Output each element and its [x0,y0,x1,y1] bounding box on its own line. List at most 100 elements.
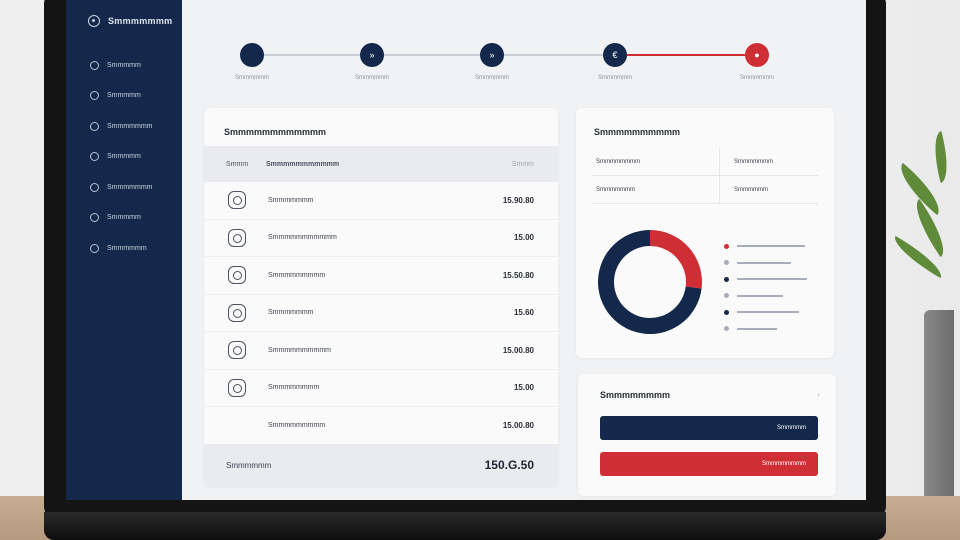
legend-dot [724,293,729,299]
danger-button[interactable]: Smmmmmmmm [600,452,818,476]
circle-icon [90,91,99,101]
table-row[interactable]: Smmmmmmmm 15.00 [204,370,558,407]
row-name: Smmmmmmmmm [268,271,326,279]
row-name: Smmmmmmmmm [268,421,326,429]
sidebar-item-label: Smmmmm [107,61,141,69]
row-name: Smmmmmmmm [268,384,320,392]
step[interactable]: » Smmmmmm [462,43,522,81]
sidebar-item[interactable]: Smmmmmmm [66,111,182,142]
table-row[interactable]: Smmmmmmmmm 15.00.80 [204,407,558,445]
category-icon [228,266,246,285]
row-amount: 15.00 [513,233,534,243]
step[interactable]: Smmmmmm [222,43,282,81]
row-amount: 15.60 [513,308,534,318]
plant-pot [924,310,954,500]
category-icon [228,416,246,434]
donut-segment[interactable] [598,230,702,334]
legend-bar [737,294,783,297]
table-row[interactable]: Smmmmmmm 15.90.80 [204,182,558,220]
step-label: Smmmmmm [598,75,632,81]
sidebar-item[interactable]: Smmmmm [66,142,182,173]
circle-icon [90,213,99,223]
sidebar-item[interactable]: Smmmmmm [66,233,182,264]
table-row[interactable]: Smmmmmmmmm 15.50.80 [204,257,558,295]
table-row[interactable]: Smmmmmmmmmmm 15.00 [204,220,558,257]
category-icon [228,191,246,210]
step-dot: ● [745,43,769,67]
sidebar-item-label: Smmmmm [107,92,141,100]
row-name: Smmmmmmmmmmm [268,234,337,242]
legend-dot [724,326,729,332]
app-screen: Smmmmmmm Smmmmm Smmmmm Smmmmmmm Smmmmm Smmmm… [66,0,866,500]
main-content: Smmmmmm » Smmmmmm » Smmmmmm € Smmmmmm ● Smmmmmm … [182,0,866,500]
step-dot: » [360,43,384,67]
legend-dot [724,276,729,282]
sidebar-item-label: Smmmmm [107,153,141,161]
row-name: Smmmmmmm [268,309,314,317]
table-header: Smmm Smmmmmmmmmmm Smmm [204,146,558,182]
legend-item [724,288,824,305]
step-connector [264,54,360,56]
step-connector [384,54,480,56]
primary-button[interactable]: Smmmmm [600,416,818,440]
step[interactable]: € Smmmmmm [585,43,645,81]
brand-label: Smmmmmmm [108,16,173,26]
category-icon [228,378,246,397]
circle-icon [90,121,99,131]
sidebar-item-label: Smmmmmmm [107,183,153,191]
sidebar-item[interactable]: Smmmmm [66,81,182,112]
row-amount: 15.00.80 [502,345,534,355]
chevron-right-icon[interactable]: › [817,390,820,399]
step-connector [504,54,603,56]
sidebar-item[interactable]: Smmmmmmm [66,172,182,203]
summary-title: Smmmmmmmmmm [594,127,681,137]
total-row: Smmmmmm 150.G.50 [204,444,558,486]
legend-item [724,304,824,321]
row-amount: 15.50.80 [502,270,534,280]
legend-dot [724,243,729,249]
summary-card: Smmmmmmmmmm Smmmmmmmm Smmmmmmm Smmmmmmm Smm… [576,108,834,358]
step[interactable]: » Smmmmmm [342,43,402,81]
step-dot: € [603,43,627,67]
legend-item [724,238,824,255]
column-header-name[interactable]: Smmmmmmmmmmm [266,160,340,168]
sidebar-item[interactable]: Smmmmm [66,203,182,234]
category-icon [228,228,246,247]
circle-icon [90,60,99,70]
summary-key: Smmmmmmmm [592,148,720,175]
logo-icon [88,15,100,27]
sidebar-item-label: Smmmmmmm [107,122,153,130]
brand[interactable]: Smmmmmmm [66,12,182,30]
column-header-icon[interactable]: Smmm [226,160,249,168]
legend-dot [724,309,729,315]
laptop-base [44,512,886,540]
category-icon [228,303,246,322]
sidebar: Smmmmmmm Smmmmm Smmmmm Smmmmmmm Smmmmm Smmmm… [66,0,182,500]
step[interactable]: ● Smmmmmm [727,43,787,81]
table-row[interactable]: Smmmmmmmmmm 15.00.80 [204,332,558,370]
table-row[interactable]: Smmmmmmm 15.60 [204,295,558,332]
actions-title: Smmmmmmmm [600,390,671,400]
circle-icon [90,243,99,253]
step-connector [627,54,745,56]
chart-legend [724,238,824,337]
sidebar-item[interactable]: Smmmmm [66,50,182,81]
donut-segment[interactable] [650,230,702,289]
summary-row: Smmmmmmmm Smmmmmmm [592,148,818,176]
step-dot [240,43,264,67]
row-amount: 15.00 [513,383,534,393]
transactions-title: Smmmmmmmmmmmm [224,127,327,137]
step-label: Smmmmmm [355,75,389,81]
category-icon [228,341,246,360]
summary-value: Smmmmmm [734,186,768,193]
step-label: Smmmmmm [740,75,774,81]
actions-card: Smmmmmmmm › Smmmmm Smmmmmmmm [578,374,836,496]
progress-stepper: Smmmmmm » Smmmmmm » Smmmmmm € Smmmmmm ● Smmmmmm [222,38,782,88]
column-header-amount[interactable]: Smmm [511,160,534,168]
sidebar-item-label: Smmmmm [107,214,141,222]
row-amount: 15.90.80 [502,195,534,205]
legend-bar [737,278,807,281]
total-value: 150.G.50 [484,458,534,472]
legend-item [724,271,824,288]
circle-icon [90,182,99,192]
